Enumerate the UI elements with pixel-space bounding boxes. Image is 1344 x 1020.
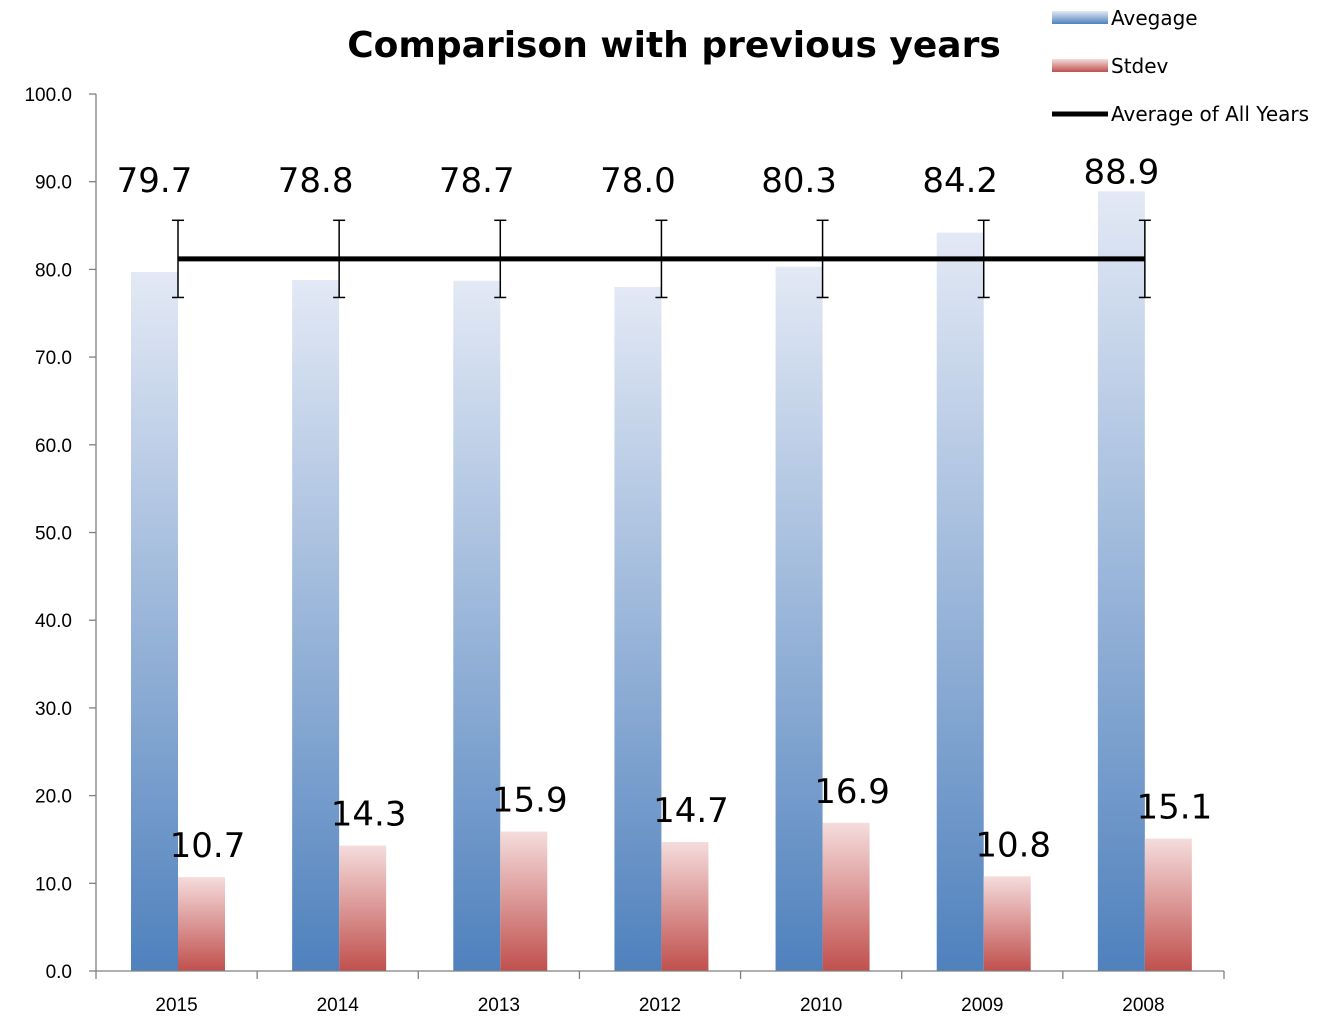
- average-line-layer: [172, 219, 1151, 299]
- x-tick-label: 2009: [961, 995, 1003, 1016]
- bar-stdev-2013: [500, 831, 548, 971]
- data-label-avegage-2008: 88.9: [1084, 152, 1160, 192]
- y-tick-label: 50.0: [35, 524, 72, 545]
- data-label-avegage-2010: 80.3: [761, 161, 837, 201]
- data-label-stdev-2009: 10.8: [975, 825, 1051, 865]
- x-tick-label: 2010: [800, 995, 842, 1016]
- data-label-stdev-2012: 14.7: [653, 791, 729, 831]
- bar-stdev-2015: [178, 877, 225, 971]
- legend-swatch-stdev: [1052, 59, 1108, 72]
- y-tick-label: 10.0: [35, 874, 72, 895]
- data-labels-layer: 79.7 10.7 78.8 14.3 78.7 15.9 78.0 14.7 80.3 16.9…: [117, 152, 1213, 866]
- data-label-stdev-2014: 14.3: [331, 795, 407, 835]
- bar-stdev-2009: [983, 876, 1031, 971]
- y-tick-label: 20.0: [35, 787, 72, 808]
- x-tick-label: 2012: [639, 995, 681, 1016]
- legend-swatch-avegage: [1052, 11, 1108, 24]
- bar-stdev-2012: [661, 842, 709, 971]
- y-tick-label: 40.0: [35, 611, 72, 632]
- bar-avegage-2009: [936, 232, 984, 972]
- y-tick-label: 60.0: [35, 436, 72, 457]
- bar-stdev-2014: [339, 845, 387, 971]
- bar-avegage-2008: [1097, 191, 1145, 972]
- x-tick-label: 2015: [155, 995, 197, 1016]
- data-label-stdev-2013: 15.9: [492, 781, 568, 821]
- x-tick-label: 2013: [478, 995, 520, 1016]
- data-label-avegage-2015: 79.7: [117, 161, 193, 201]
- x-tick-label: 2008: [1122, 995, 1164, 1016]
- x-tick-label: 2014: [317, 995, 360, 1016]
- bar-avegage-2012: [614, 286, 662, 971]
- data-label-avegage-2012: 78.0: [600, 161, 676, 201]
- data-label-avegage-2014: 78.8: [278, 161, 354, 201]
- legend-label-avegage: Avegage: [1111, 6, 1198, 30]
- y-tick-label: 90.0: [35, 173, 72, 194]
- bar-avegage-2014: [292, 279, 340, 971]
- bars-layer: [131, 191, 1192, 972]
- bar-avegage-2013: [453, 280, 501, 971]
- y-tick-label: 70.0: [35, 348, 72, 369]
- data-label-stdev-2010: 16.9: [814, 772, 890, 812]
- y-tick-label: 80.0: [35, 260, 72, 281]
- y-tick-label: 30.0: [35, 699, 72, 720]
- bar-avegage-2015: [131, 272, 178, 971]
- data-label-avegage-2013: 78.7: [439, 161, 515, 201]
- bar-avegage-2010: [775, 266, 823, 971]
- legend: Avegage Stdev Average of All Years: [1052, 6, 1309, 126]
- data-label-stdev-2008: 15.1: [1137, 788, 1213, 828]
- data-label-stdev-2015: 10.7: [170, 826, 246, 866]
- y-tick-label: 0.0: [46, 962, 72, 983]
- legend-label-stdev: Stdev: [1111, 54, 1169, 78]
- axes-layer: 0.0 10.0 20.0 30.0 40.0 50.0 60.0 70.0 80.0 90.0 1…: [24, 85, 1225, 1016]
- chart-title: Comparison with previous years: [347, 25, 1001, 66]
- data-label-avegage-2009: 84.2: [922, 161, 998, 201]
- legend-label-average-of-all-years: Average of All Years: [1111, 102, 1309, 126]
- bar-stdev-2008: [1144, 838, 1192, 971]
- bar-stdev-2010: [822, 822, 870, 971]
- y-tick-label: 100.0: [24, 85, 72, 106]
